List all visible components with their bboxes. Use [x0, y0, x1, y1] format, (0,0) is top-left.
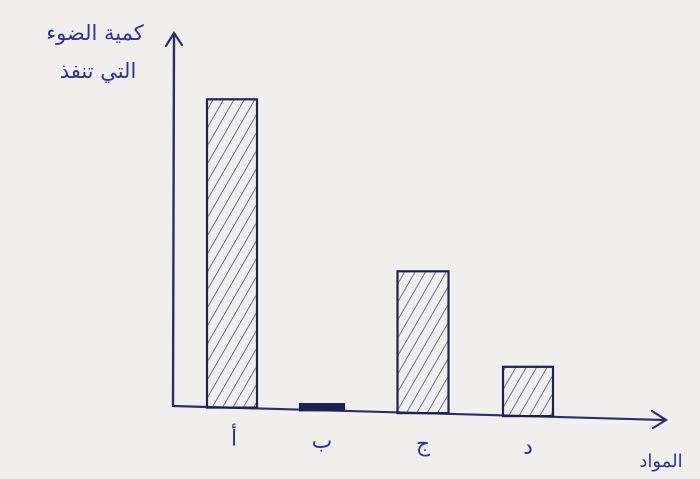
y-axis-arrowhead	[164, 30, 184, 48]
x-tick-label-2: ب	[312, 429, 333, 454]
bar-3	[396, 270, 450, 415]
bars-group	[205, 98, 555, 418]
x-tick-label-3: ج	[416, 432, 431, 457]
y-axis-label-line1: كمية الضوء	[46, 21, 144, 45]
x-tick-label-1: أ	[231, 424, 237, 452]
bar-1	[205, 98, 259, 409]
bar-4	[501, 365, 555, 418]
bar-2	[298, 403, 346, 412]
y-axis	[171, 34, 176, 408]
x-axis-arrowhead	[650, 409, 669, 430]
y-axis-label-line2: التي تنفذ	[60, 59, 137, 83]
x-axis-label: المواد	[639, 451, 682, 472]
x-tick-label-4: د	[523, 435, 533, 460]
